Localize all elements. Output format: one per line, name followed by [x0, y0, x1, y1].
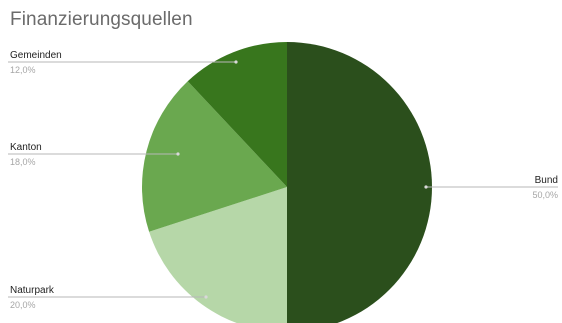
slice-value-gemeinden: 12,0% — [10, 65, 36, 75]
slice-label-bund: Bund — [535, 175, 558, 186]
leader-dot-bund — [424, 185, 428, 189]
pie-slice-bund — [287, 42, 432, 323]
pie-slice-gemeinden — [187, 42, 287, 187]
slice-label-naturpark: Naturpark — [10, 285, 55, 296]
slice-label-gemeinden: Gemeinden — [10, 50, 62, 61]
slice-value-bund: 50,0% — [532, 190, 558, 200]
slice-label-kanton: Kanton — [10, 142, 42, 153]
leader-dot-gemeinden — [234, 60, 238, 64]
pie-slice-kanton — [142, 81, 287, 232]
leader-dot-kanton — [176, 152, 180, 156]
slice-value-naturpark: 20,0% — [10, 300, 36, 310]
pie-slice-naturpark — [149, 187, 287, 323]
slice-value-kanton: 18,0% — [10, 157, 36, 167]
leader-dot-naturpark — [204, 295, 208, 299]
chart-title: Finanzierungsquellen — [10, 9, 193, 30]
